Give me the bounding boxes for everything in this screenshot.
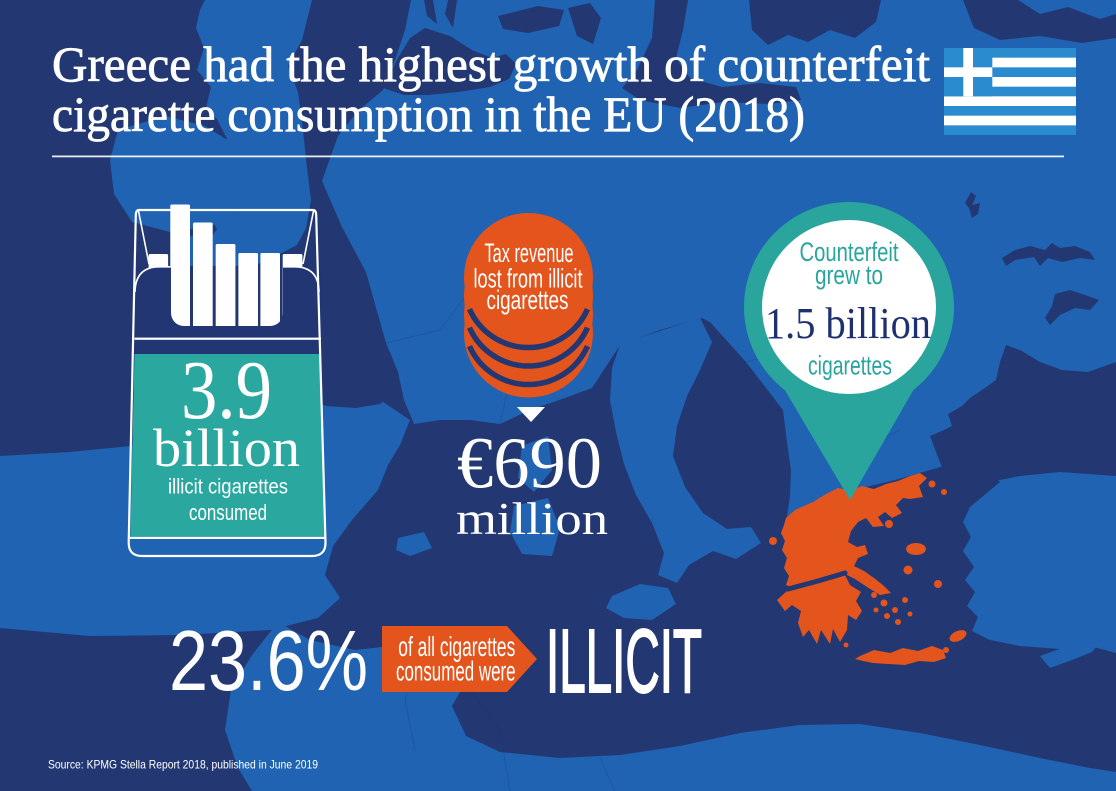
- svg-text:consumed: consumed: [189, 500, 267, 525]
- svg-text:of all cigarettes: of all cigarettes: [398, 631, 515, 662]
- svg-text:Greece had the highest growth: Greece had the highest growth of counter…: [52, 36, 930, 92]
- svg-text:23.6%: 23.6%: [169, 614, 368, 709]
- svg-text:ILLICIT: ILLICIT: [546, 612, 702, 712]
- svg-text:Tax revenue: Tax revenue: [485, 238, 574, 268]
- svg-text:cigarettes: cigarettes: [808, 351, 892, 381]
- svg-text:million: million: [456, 493, 608, 544]
- svg-text:Source: KPMG Stella Report 201: Source: KPMG Stella Report 2018, publish…: [48, 758, 318, 772]
- svg-text:lost from illicit: lost from illicit: [474, 264, 583, 294]
- svg-text:consumed were: consumed were: [396, 656, 516, 687]
- svg-text:€690: €690: [457, 423, 602, 504]
- svg-text:1.5 billion: 1.5 billion: [765, 299, 931, 348]
- svg-text:illicit cigarettes: illicit cigarettes: [168, 475, 288, 499]
- svg-text:cigarettes: cigarettes: [487, 285, 569, 315]
- svg-text:grew to: grew to: [815, 260, 883, 290]
- svg-text:Counterfeit: Counterfeit: [800, 237, 899, 267]
- svg-text:cigarette consumption in the E: cigarette consumption in the EU (2018): [52, 86, 805, 142]
- svg-text:3.9: 3.9: [181, 344, 272, 437]
- svg-text:billion: billion: [153, 418, 300, 478]
